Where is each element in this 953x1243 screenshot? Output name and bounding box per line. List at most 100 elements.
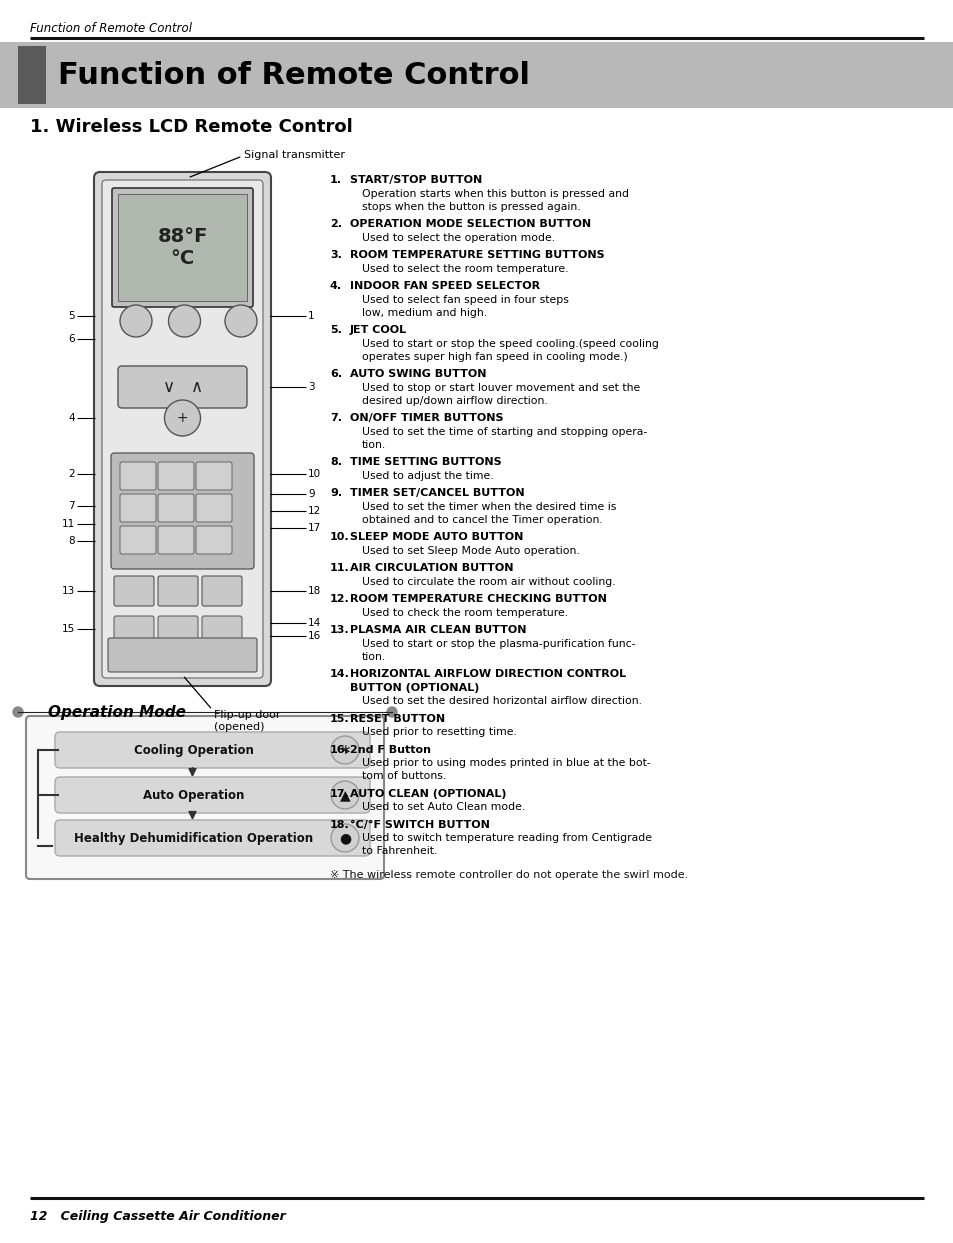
Text: 12   Ceiling Cassette Air Conditioner: 12 Ceiling Cassette Air Conditioner [30,1209,286,1223]
Text: Used to select the operation mode.: Used to select the operation mode. [361,232,555,242]
FancyBboxPatch shape [108,638,256,672]
Text: 13.: 13. [330,625,349,635]
FancyBboxPatch shape [158,617,198,641]
Text: 5: 5 [69,311,75,321]
Text: 15.: 15. [330,713,349,723]
Circle shape [331,781,358,809]
Text: 13: 13 [62,585,75,595]
Circle shape [169,305,200,337]
Text: 4.: 4. [330,281,342,291]
Text: 11: 11 [62,520,75,530]
Text: ROOM TEMPERATURE SETTING BUTTONS: ROOM TEMPERATURE SETTING BUTTONS [350,250,604,260]
Text: tion.: tion. [361,651,386,661]
Text: AUTO CLEAN (OPTIONAL): AUTO CLEAN (OPTIONAL) [350,788,506,798]
Text: SLEEP MODE AUTO BUTTON: SLEEP MODE AUTO BUTTON [350,532,523,542]
Text: 2nd F Button: 2nd F Button [350,745,431,755]
Text: to Fahrenheit.: to Fahrenheit. [361,846,436,856]
FancyBboxPatch shape [120,526,156,554]
Text: 2: 2 [69,469,75,479]
FancyBboxPatch shape [158,526,193,554]
Text: 2.: 2. [330,219,341,229]
Text: Used to adjust the time.: Used to adjust the time. [361,471,493,481]
Text: 10: 10 [308,469,321,479]
Text: Used to set the timer when the desired time is: Used to set the timer when the desired t… [361,501,616,512]
Text: 18: 18 [308,585,321,595]
Text: Used to start or stop the speed cooling.(speed cooling: Used to start or stop the speed cooling.… [361,338,659,348]
Text: 4: 4 [69,413,75,423]
Bar [18,46,46,104]
Text: 7: 7 [69,501,75,511]
FancyBboxPatch shape [26,716,384,879]
Text: 10.: 10. [330,532,349,542]
Text: 12: 12 [308,506,321,516]
Text: 8.: 8. [330,457,341,467]
Text: ●: ● [338,832,351,845]
Text: 16.: 16. [330,745,350,755]
Text: RESET BUTTON: RESET BUTTON [350,713,445,723]
Text: ON/OFF TIMER BUTTONS: ON/OFF TIMER BUTTONS [350,413,503,423]
Text: Used prior to resetting time.: Used prior to resetting time. [361,727,517,737]
Text: low, medium and high.: low, medium and high. [361,307,487,317]
Text: 8: 8 [69,536,75,546]
FancyBboxPatch shape [112,188,253,307]
Text: 9.: 9. [330,488,342,498]
Text: Operation Mode: Operation Mode [48,705,186,720]
Text: ※ The wireless remote controller do not operate the swirl mode.: ※ The wireless remote controller do not … [330,870,687,880]
FancyBboxPatch shape [158,493,193,522]
Text: operates super high fan speed in cooling mode.): operates super high fan speed in cooling… [361,352,627,362]
Circle shape [13,707,23,717]
Circle shape [387,707,396,717]
Text: ▲: ▲ [339,788,350,802]
FancyBboxPatch shape [118,194,247,301]
Text: 16: 16 [308,631,321,641]
Text: 14.: 14. [330,669,350,679]
Text: Used prior to using modes printed in blue at the bot-: Used prior to using modes printed in blu… [361,758,650,768]
Text: Healthy Dehumidification Operation: Healthy Dehumidification Operation [74,832,313,844]
Text: OPERATION MODE SELECTION BUTTON: OPERATION MODE SELECTION BUTTON [350,219,591,229]
Text: JET COOL: JET COOL [350,324,407,336]
Text: TIMER SET/CANCEL BUTTON: TIMER SET/CANCEL BUTTON [350,488,524,498]
FancyBboxPatch shape [120,493,156,522]
FancyBboxPatch shape [158,462,193,490]
Text: 1. Wireless LCD Remote Control: 1. Wireless LCD Remote Control [30,118,353,135]
Text: Used to select fan speed in four steps: Used to select fan speed in four steps [361,295,568,305]
Text: 7.: 7. [330,413,341,423]
Text: Operation starts when this button is pressed and: Operation starts when this button is pre… [361,189,628,199]
Text: INDOOR FAN SPEED SELECTOR: INDOOR FAN SPEED SELECTOR [350,281,539,291]
FancyBboxPatch shape [202,576,242,607]
FancyBboxPatch shape [113,576,153,607]
Text: ∧: ∧ [191,378,202,397]
Text: Used to switch temperature reading from Centigrade: Used to switch temperature reading from … [361,833,651,843]
Circle shape [164,400,200,436]
FancyBboxPatch shape [55,732,370,768]
Text: Signal transmitter: Signal transmitter [244,150,345,160]
FancyBboxPatch shape [195,462,232,490]
Text: 17.: 17. [330,788,350,798]
FancyBboxPatch shape [118,365,247,408]
Text: TIME SETTING BUTTONS: TIME SETTING BUTTONS [350,457,501,467]
Text: BUTTON (OPTIONAL): BUTTON (OPTIONAL) [350,682,478,692]
Text: 17: 17 [308,523,321,533]
Text: 88°F
°C: 88°F °C [157,227,208,268]
Circle shape [331,824,358,851]
Text: Function of Remote Control: Function of Remote Control [58,61,530,89]
Text: Used to circulate the room air without cooling.: Used to circulate the room air without c… [361,577,615,587]
FancyBboxPatch shape [55,777,370,813]
Text: tom of buttons.: tom of buttons. [361,771,446,781]
Text: 3.: 3. [330,250,341,260]
Text: Used to set Sleep Mode Auto operation.: Used to set Sleep Mode Auto operation. [361,546,579,556]
Text: stops when the button is pressed again.: stops when the button is pressed again. [361,201,580,211]
Text: Flip-up door
(opened): Flip-up door (opened) [214,710,281,732]
Text: 11.: 11. [330,563,350,573]
Text: +: + [176,411,188,425]
Text: 12.: 12. [330,594,350,604]
Text: 15: 15 [62,624,75,634]
Text: tion.: tion. [361,440,386,450]
FancyBboxPatch shape [120,462,156,490]
Text: AIR CIRCULATION BUTTON: AIR CIRCULATION BUTTON [350,563,513,573]
Text: 6: 6 [69,334,75,344]
Text: PLASMA AIR CLEAN BUTTON: PLASMA AIR CLEAN BUTTON [350,625,526,635]
Text: 5.: 5. [330,324,341,336]
FancyBboxPatch shape [195,493,232,522]
Text: °C/°F SWITCH BUTTON: °C/°F SWITCH BUTTON [350,819,489,829]
